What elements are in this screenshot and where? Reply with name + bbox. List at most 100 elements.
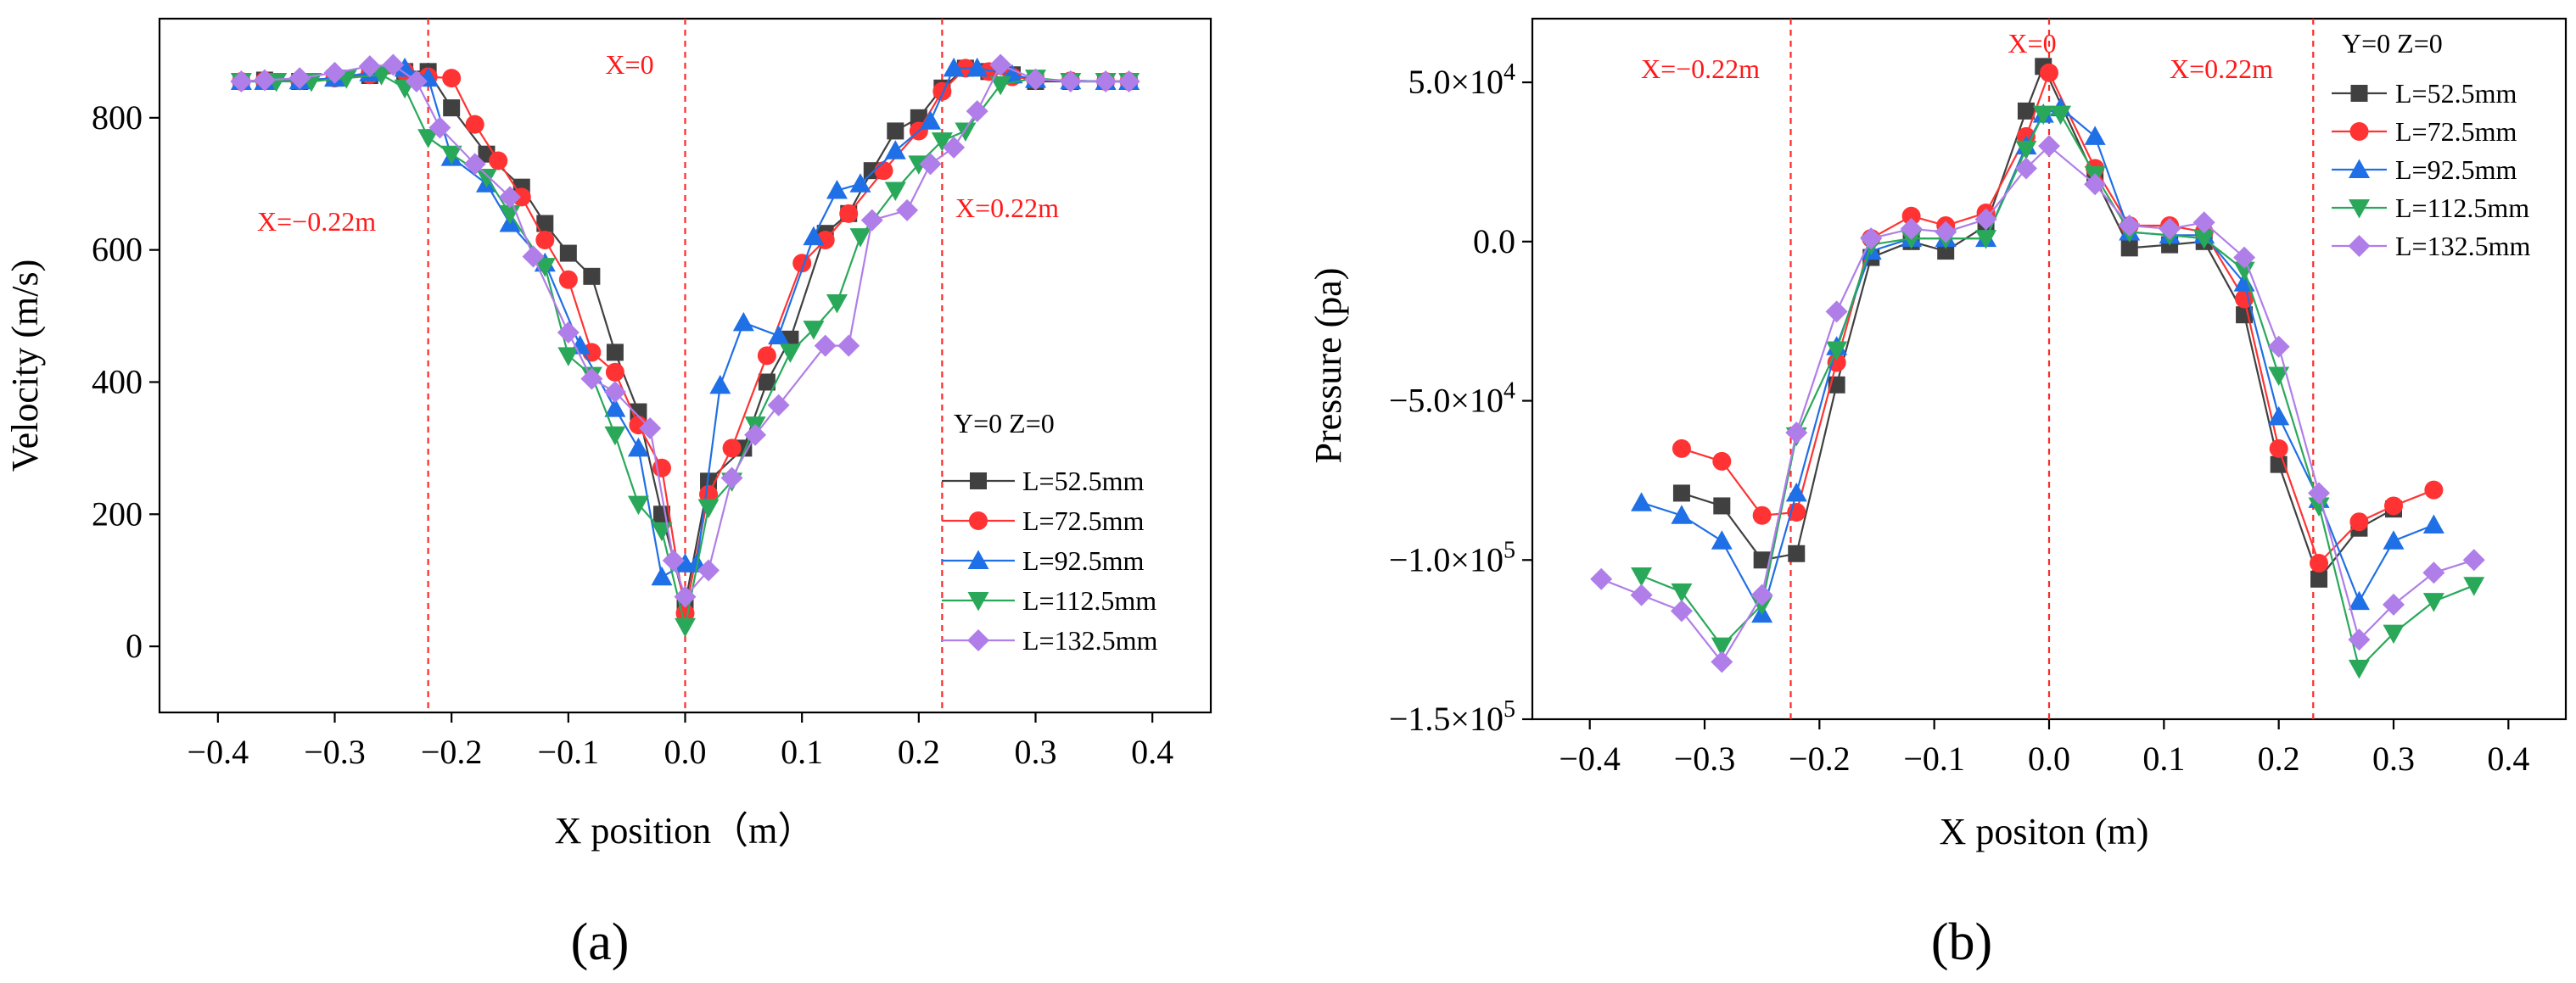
data-point-l-72-5mm [839,204,859,223]
data-point-l-112-5mm [534,258,556,277]
chart-panel-a: X=−0.22m X=0 X=0.22m −0.4 −0.3 −0.2 −0.1 0.0 0.1… [4,17,1212,971]
data-point-l-112-5mm [627,495,649,516]
x-tick-label: −0.3 [304,733,366,771]
data-point-l-112-5mm [849,228,871,248]
data-point-l-52-5mm [443,99,461,117]
data-point-l-52-5mm [2017,102,2035,120]
data-point-l-112-5mm [1826,341,1848,360]
data-point-l-52-5mm [887,122,904,140]
data-point-l-52-5mm [1937,243,1955,260]
data-point-l-92-5mm [2383,530,2405,550]
data-point-l-72-5mm [2424,480,2444,500]
legend-marker-l-132-5mm [967,629,989,651]
data-point-l-132-5mm [2383,593,2405,616]
legend-entry-l-112-5mm: L=112.5mm [2332,193,2529,223]
data-point-l-132-5mm [1670,600,1693,623]
data-point-l-92-5mm [849,173,871,193]
series-line-l-52-5mm [241,67,1129,604]
data-point-l-132-5mm [744,423,767,446]
data-point-l-132-5mm [2233,246,2256,269]
data-point-l-92-5mm [709,374,731,394]
data-point-l-132-5mm [557,321,580,344]
data-point-l-92-5mm [803,226,825,246]
data-point-l-72-5mm [2310,554,2329,573]
data-point-l-52-5mm [1672,484,1690,502]
data-point-l-132-5mm [697,559,720,582]
data-point-l-132-5mm [639,417,662,440]
panel-label: (a) [571,913,630,971]
data-point-l-112-5mm [2308,497,2330,517]
legend-entry-l-52-5mm: L=52.5mm [2332,78,2517,109]
data-point-l-132-5mm [1117,70,1140,93]
data-point-l-92-5mm [651,566,673,586]
data-point-l-52-5mm [583,267,601,285]
data-point-l-132-5mm [428,116,451,139]
legend-label: L=72.5mm [1022,505,1144,536]
data-point-l-92-5mm [2268,405,2290,426]
data-point-l-92-5mm [394,57,416,77]
legend: Y=0 Z=0 L=52.5mm L=72.5mm L=92.5mm L=112.5mm… [942,408,1157,656]
data-point-l-112-5mm [1671,583,1693,603]
series-line-l-132-5mm [1600,144,2475,664]
data-point-l-132-5mm [2267,335,2290,358]
data-point-l-112-5mm [1631,567,1653,587]
reference-label-x-0-22m: X=−0.22m [257,206,376,237]
data-point-l-132-5mm [463,153,486,176]
data-point-l-132-5mm [2422,561,2445,584]
legend-label: L=112.5mm [1022,585,1156,616]
data-point-l-72-5mm [1752,505,1772,525]
x-tick-label: 0.2 [2258,740,2300,778]
data-point-l-52-5mm [606,343,624,361]
reference-label-x-0: X=0 [605,49,653,80]
legend-marker-l-92-5mm [2349,159,2370,178]
data-point-l-132-5mm [1974,208,1997,231]
data-point-l-132-5mm [674,585,697,608]
legend: Y=0 Z=0 L=52.5mm L=72.5mm L=92.5mm L=112.5mm… [2332,28,2530,261]
data-point-l-92-5mm [884,140,906,159]
data-point-l-52-5mm [2310,570,2328,588]
reference-label-x-0-22m: X=0.22m [955,193,1059,223]
legend-label: L=112.5mm [2395,193,2529,223]
legend-entry-l-72-5mm: L=72.5mm [942,505,1144,536]
data-point-l-92-5mm [1711,530,1733,550]
data-point-l-112-5mm [1975,230,1997,249]
y-tick-label: −1.5×105 [1389,696,1515,738]
data-point-l-112-5mm [803,321,825,340]
data-point-l-112-5mm [604,426,626,446]
data-point-l-132-5mm [1825,300,1848,323]
series-l-72-5mm [1672,63,2444,573]
data-point-l-72-5mm [2349,512,2369,532]
legend-label: L=52.5mm [2395,78,2517,109]
data-point-l-72-5mm [932,81,952,101]
data-point-l-72-5mm [757,346,776,366]
x-tick-label: −0.2 [421,733,483,771]
data-point-l-112-5mm [779,343,801,363]
x-axis-label: X positon (m) [1940,811,2149,852]
data-point-l-112-5mm [2193,230,2215,249]
legend-label: L=92.5mm [2395,154,2517,185]
data-point-l-132-5mm [499,186,521,209]
data-point-l-132-5mm [2084,173,2107,196]
data-point-l-92-5mm [2422,514,2444,533]
x-tick-label: −0.3 [1674,740,1736,778]
x-tick-label: −0.1 [538,733,600,771]
data-point-l-72-5mm [558,270,578,289]
data-point-l-112-5mm [2032,105,2054,126]
legend-entry-l-92-5mm: L=92.5mm [942,545,1144,576]
data-point-l-132-5mm [1024,68,1047,91]
data-point-l-72-5mm [2384,496,2403,516]
data-point-l-72-5mm [512,187,531,207]
legend-label: L=52.5mm [1022,466,1144,496]
data-point-l-112-5mm [2463,577,2485,596]
data-point-l-132-5mm [1711,651,1733,673]
legend-marker-l-72-5mm [2349,122,2369,141]
data-point-l-112-5mm [826,293,848,314]
data-point-l-72-5mm [1901,206,1921,226]
data-point-l-72-5mm [465,114,484,134]
legend-marker-l-132-5mm [2348,235,2371,257]
data-point-l-92-5mm [768,325,790,344]
data-point-l-132-5mm [966,100,988,123]
data-point-l-132-5mm [1095,70,1117,93]
data-point-l-132-5mm [1590,567,1613,590]
y-tick-label: 5.0×104 [1408,59,1515,101]
